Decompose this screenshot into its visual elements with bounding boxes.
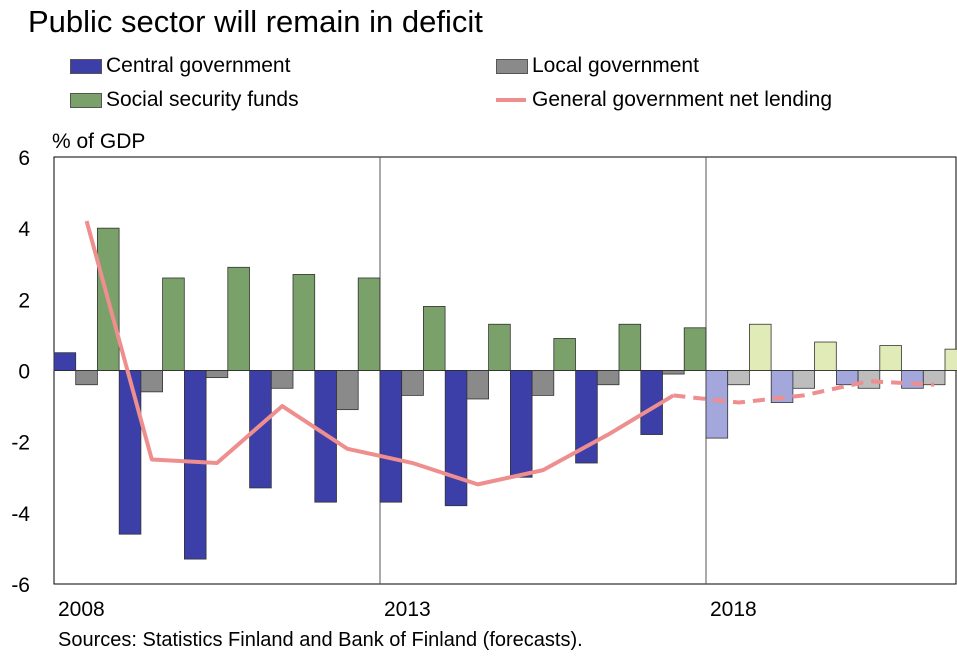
legend-label-net-lending: General government net lending [532,88,833,111]
bar-layer [53,227,957,560]
bar-social-security-funds-2011 [292,274,316,371]
y-tick-label: -4 [11,503,30,526]
bar-social-security-funds-2014 [488,323,511,371]
y-tick-label: -2 [11,432,30,455]
net-lending-forecast-line [673,379,935,405]
line-layer [84,220,935,487]
y-tick-label: 6 [18,147,30,170]
bar-central-government-2008 [53,352,77,371]
bar-central-government-2009 [118,370,142,535]
y-tick-label: 4 [18,218,30,241]
y-tick-label: -6 [11,574,30,597]
legend-social-security: Social security funds [70,87,299,113]
bar-local-government-2016 [596,370,620,386]
legend-label-local: Local government [532,54,699,77]
bar-social-security-funds-2013 [422,306,446,371]
bar-local-government-2018 [727,370,750,386]
bar-local-government-2013 [401,370,424,396]
legend-net-lending: General government net lending [496,87,832,113]
bar-social-security-funds-2010 [227,266,250,371]
bar-social-security-funds-2020 [879,345,902,371]
bar-central-government-2011 [249,370,272,489]
bar-local-government-2021 [922,370,946,386]
x-tick-label: 2018 [710,598,757,621]
bar-local-government-2008 [75,370,98,386]
bar-local-government-2020 [857,370,881,389]
bar-social-security-funds-2012 [357,277,381,371]
bar-local-government-2014 [466,370,489,400]
bar-local-government-2019 [792,370,816,389]
bar-central-government-2010 [183,370,207,560]
bar-social-security-funds-2016 [618,323,642,371]
bar-local-government-2017 [662,370,685,375]
y-tick-label: 0 [18,361,30,384]
legend-central-government: Central government [70,53,290,79]
bar-social-security-funds-2017 [683,327,707,371]
net-lending-line [84,220,675,487]
bar-central-government-2013 [379,370,403,503]
legend-swatch-social [70,92,102,108]
source-note: Sources: Statistics Finland and Bank of … [58,629,583,651]
bar-social-security-funds-2019 [814,341,837,371]
bar-local-government-2015 [531,370,555,396]
bar-social-security-funds-2009 [162,277,185,371]
bar-local-government-2011 [270,370,294,389]
y-axis-label: % of GDP [52,130,145,153]
legend-line-net-lending [496,98,526,102]
axis-layer: 2008 2013 2018 -6 -4 -2 0 2 4 6 [11,147,756,621]
x-tick-label: 2013 [384,598,431,621]
bar-central-government-2015 [509,370,533,478]
bar-central-government-2016 [575,370,598,464]
legend-swatch-central [70,58,102,74]
bar-social-security-funds-2015 [553,338,576,371]
y-tick-label: 2 [18,289,30,312]
x-tick-label: 2008 [58,598,105,621]
bar-central-government-2018 [705,370,729,439]
bar-central-government-2014 [444,370,468,507]
bar-social-security-funds-2021 [944,348,957,371]
bar-local-government-2012 [336,370,359,411]
legend-swatch-local [496,58,528,74]
legend-label-central: Central government [106,54,291,77]
bar-social-security-funds-2018 [749,323,772,371]
legend-local-government: Local government [496,53,699,79]
legend-label-social: Social security funds [106,88,299,111]
bar-local-government-2010 [205,370,229,379]
chart-title: Public sector will remain in deficit [28,4,483,39]
bar-local-government-2009 [140,370,163,393]
